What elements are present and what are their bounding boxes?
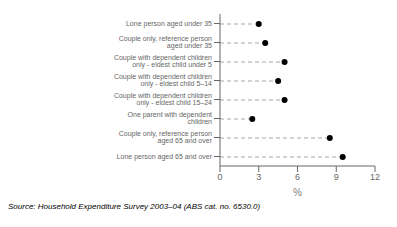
svg-text:6: 6 <box>295 172 300 182</box>
svg-text:12: 12 <box>370 172 380 182</box>
svg-text:Lone person aged 65 and over: Lone person aged 65 and over <box>117 153 213 161</box>
svg-text:Couple only, reference persona: Couple only, reference personaged 65 and… <box>119 130 213 145</box>
svg-text:Couple with dependent children: Couple with dependent childrenonly - eld… <box>114 54 212 69</box>
html-text:Source: Household Expenditure: Source: Household Expenditure Survey 200… <box>8 202 261 211</box>
svg-text:0: 0 <box>217 172 222 182</box>
svg-text:Couple with dependent children: Couple with dependent childrenonly - eld… <box>114 73 212 88</box>
svg-text:%: % <box>293 187 302 198</box>
svg-text:3: 3 <box>256 172 261 182</box>
svg-text:One parent with dependentchild: One parent with dependentchildren <box>128 111 213 125</box>
svg-text:Couple only, reference persona: Couple only, reference personaged under … <box>119 35 212 50</box>
svg-text:Couple with dependent children: Couple with dependent childrenonly - eld… <box>114 92 212 107</box>
svg-text:Lone person aged under 35: Lone person aged under 35 <box>126 20 212 28</box>
svg-text:9: 9 <box>334 172 339 182</box>
